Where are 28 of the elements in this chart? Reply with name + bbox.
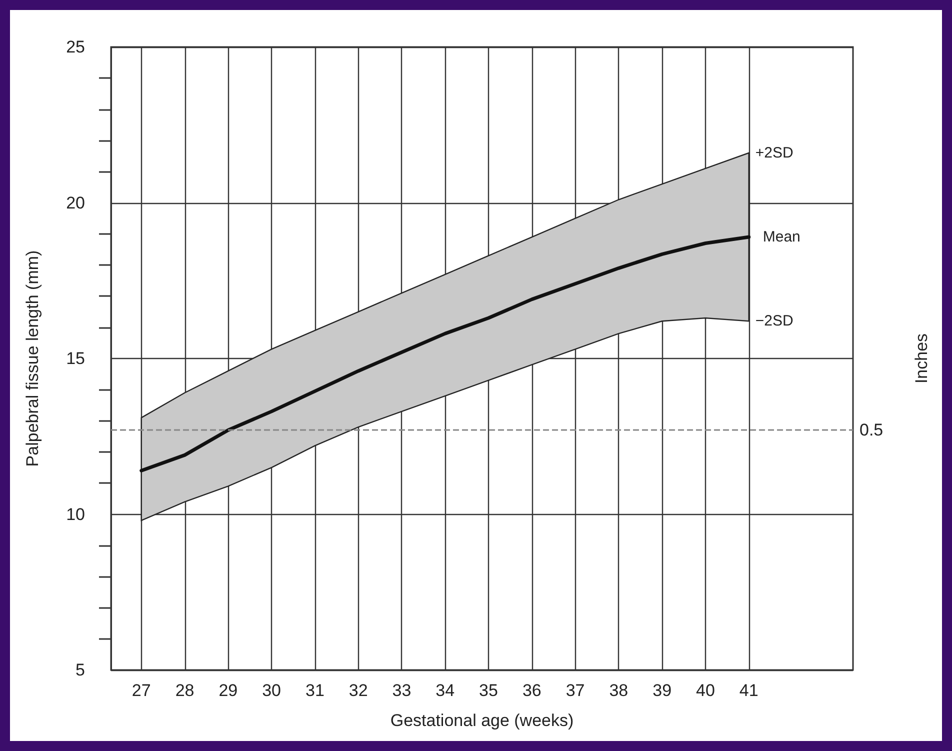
y-axis-title: Palpebral fissue length (mm) bbox=[23, 250, 42, 467]
x-tick-label: 32 bbox=[348, 681, 368, 700]
y-tick-label: 25 bbox=[66, 38, 85, 56]
x-tick-label: 35 bbox=[479, 681, 498, 700]
x-tick-label: 36 bbox=[522, 681, 542, 700]
series-label: Mean bbox=[762, 228, 800, 246]
x-tick-label: 28 bbox=[175, 681, 194, 700]
y-tick-label: 20 bbox=[66, 193, 85, 212]
x-tick-label: 34 bbox=[436, 681, 455, 700]
annotation: −2SD bbox=[755, 312, 794, 330]
x-tick-label: 37 bbox=[566, 681, 585, 700]
line-series bbox=[140, 235, 751, 472]
x-tick-label: 33 bbox=[392, 681, 412, 700]
x-tick-label: 27 bbox=[132, 681, 151, 700]
y2-axis-title: Inches bbox=[912, 333, 931, 384]
x-tick-label: 38 bbox=[609, 681, 628, 700]
text: 0.5 bbox=[860, 420, 884, 440]
annotation: +2SD bbox=[755, 144, 794, 162]
y-tick-label: 5 bbox=[76, 660, 85, 680]
x-tick-label: 29 bbox=[218, 681, 238, 700]
x-axis-title: Gestational age (weeks) bbox=[390, 711, 574, 730]
x-tick-label: 31 bbox=[305, 681, 324, 700]
x-tick-label: 41 bbox=[739, 681, 758, 700]
y-tick-label: 10 bbox=[66, 504, 85, 524]
x-tick-label: 39 bbox=[652, 681, 672, 700]
x-tick-label: 30 bbox=[262, 681, 282, 700]
y-tick-label: 15 bbox=[66, 349, 85, 368]
x-tick-label: 40 bbox=[696, 681, 715, 700]
